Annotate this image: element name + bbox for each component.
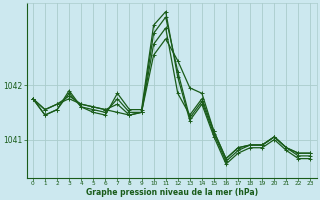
X-axis label: Graphe pression niveau de la mer (hPa): Graphe pression niveau de la mer (hPa) — [86, 188, 258, 197]
